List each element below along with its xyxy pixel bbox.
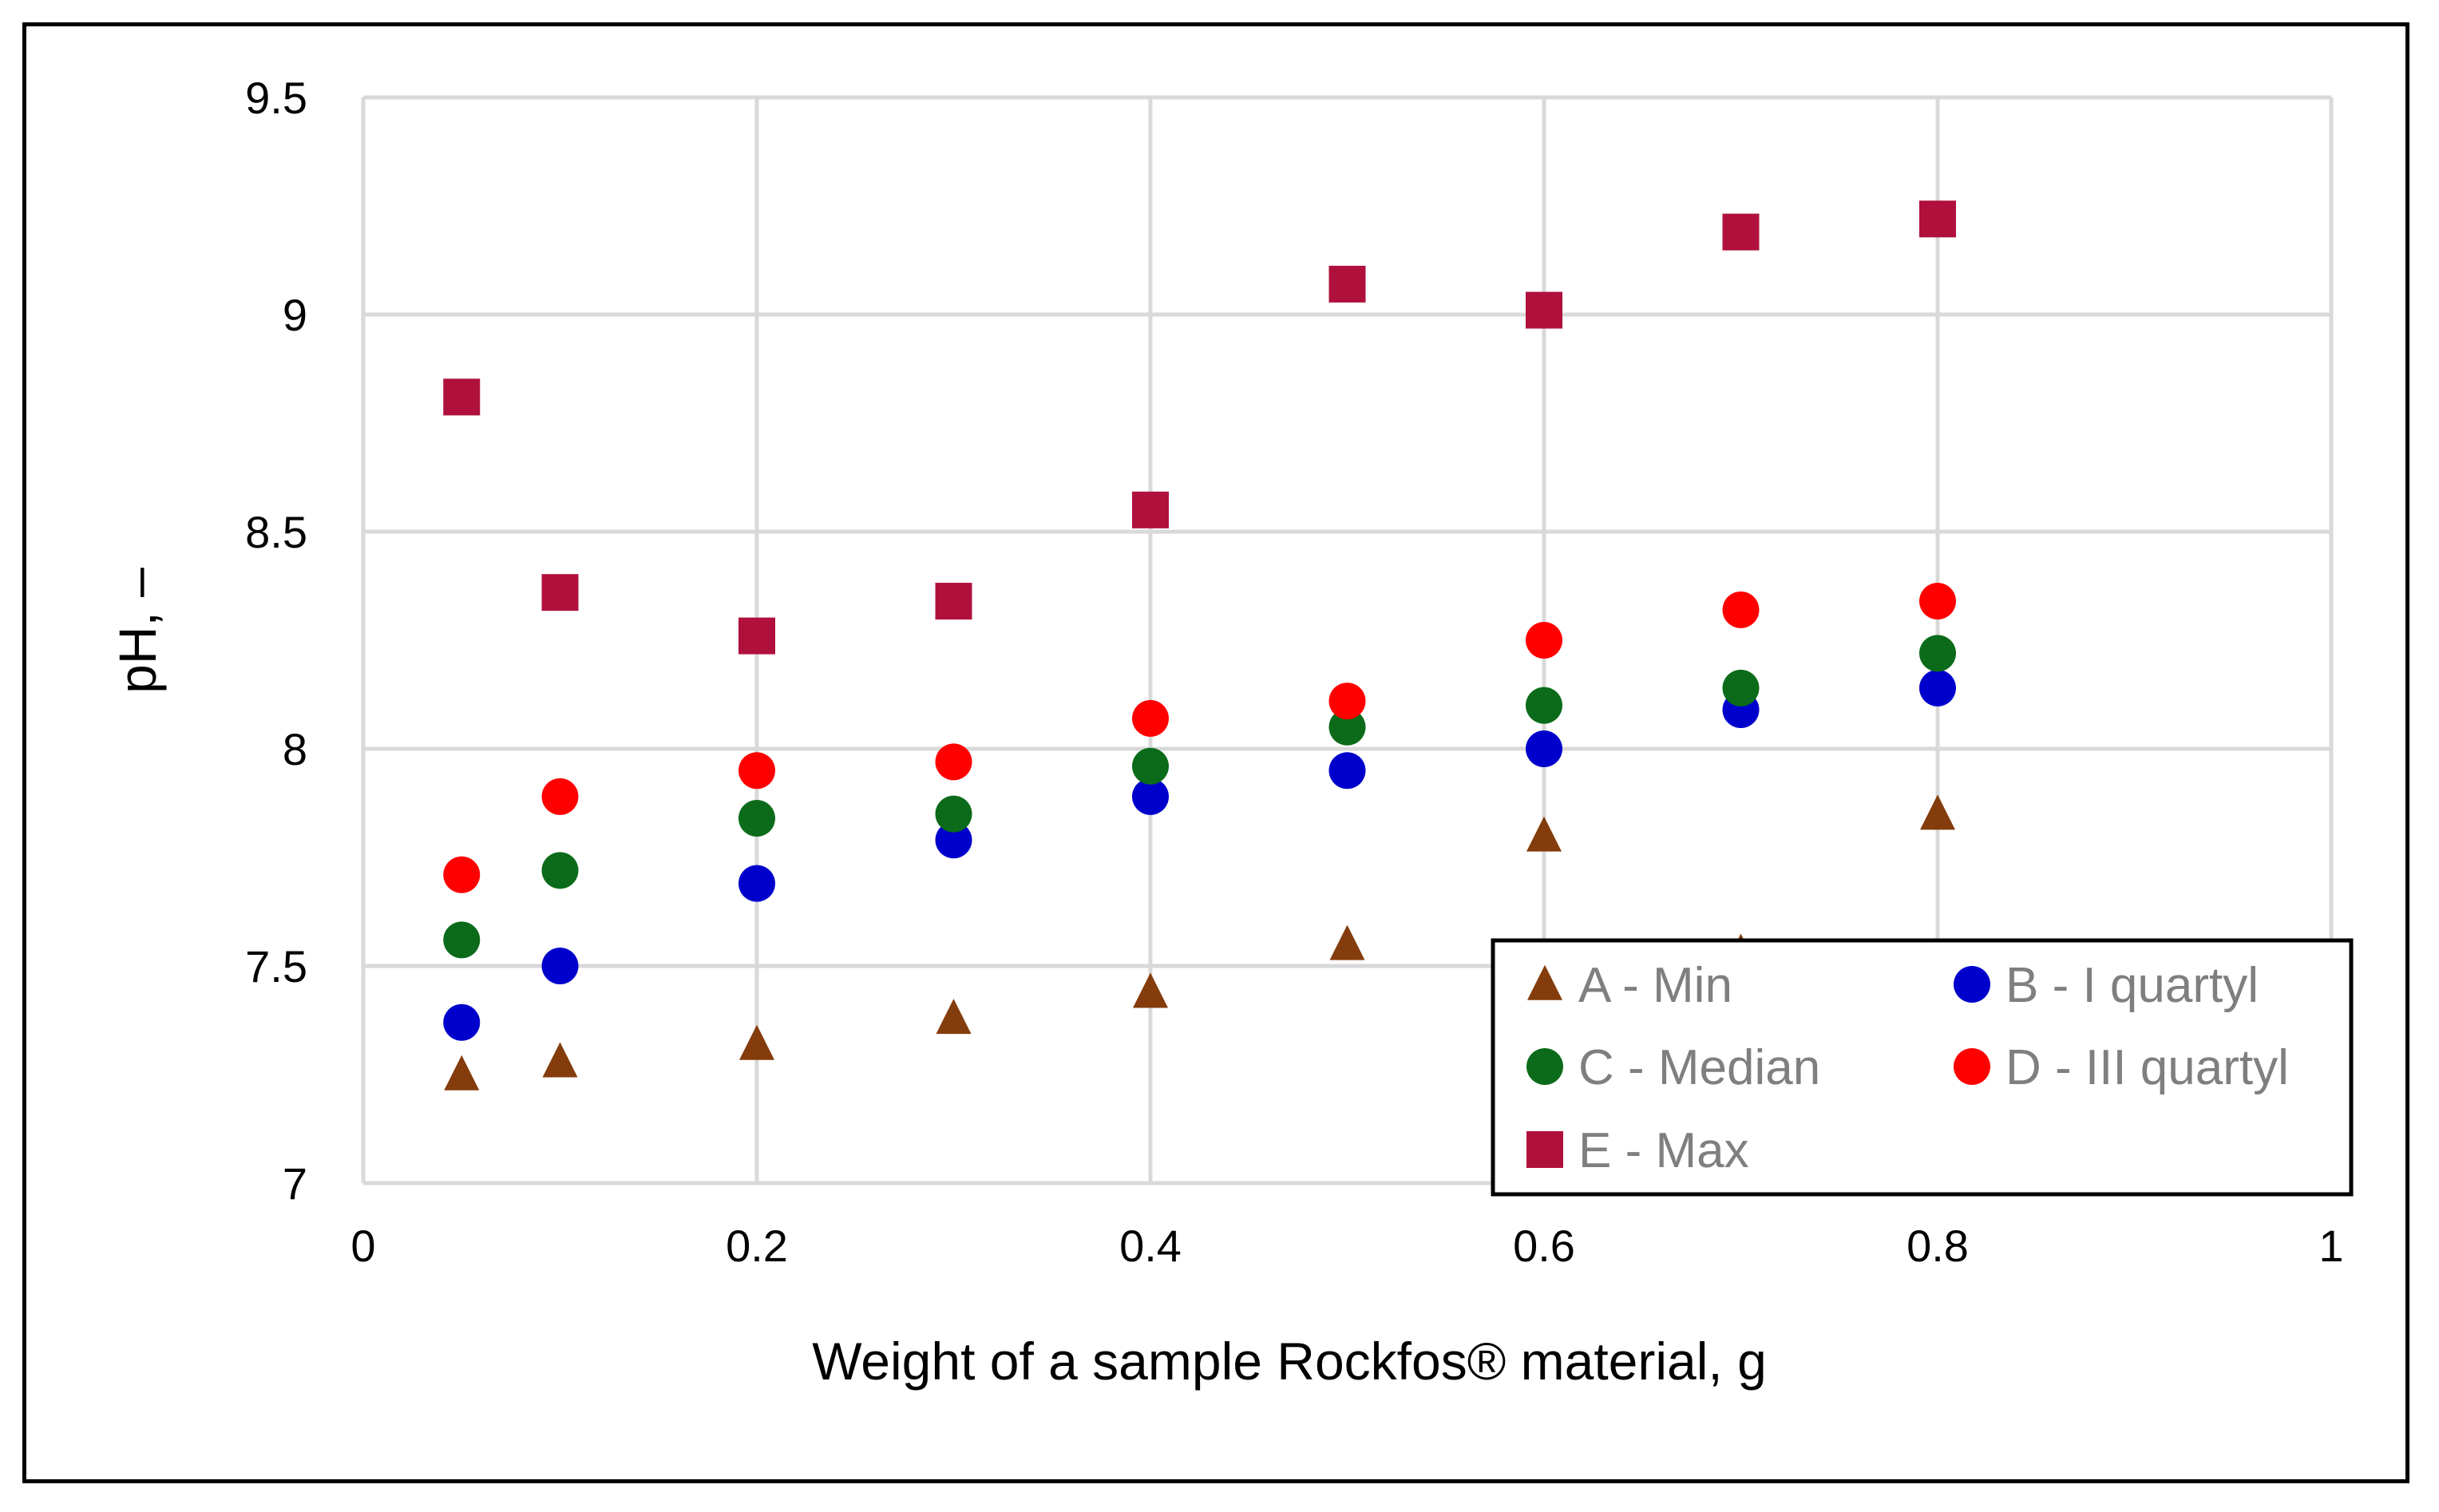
legend-label: D - III quartyl — [2005, 1040, 2289, 1095]
data-point — [738, 865, 775, 902]
series-4 — [443, 583, 1956, 893]
data-point — [443, 1003, 481, 1041]
data-point — [1919, 200, 1956, 238]
x-tick-label: 0.8 — [1906, 1221, 1969, 1271]
data-point — [1328, 683, 1366, 720]
data-point — [443, 856, 481, 893]
data-point — [739, 1024, 774, 1060]
data-point — [443, 378, 481, 416]
data-point — [738, 617, 775, 655]
data-point — [541, 948, 579, 984]
y-tick-label: 7 — [283, 1158, 307, 1209]
data-point — [1919, 669, 1956, 707]
legend-item: E - Max — [1526, 1123, 1749, 1178]
data-point — [1919, 583, 1956, 620]
data-point — [541, 852, 579, 889]
data-point — [443, 921, 481, 959]
data-point — [541, 574, 579, 612]
data-point — [1526, 730, 1562, 767]
data-point — [738, 800, 775, 837]
x-tick-label: 1 — [2318, 1221, 2343, 1271]
legend-marker — [1527, 964, 1562, 1000]
y-tick-label: 8.5 — [245, 507, 307, 557]
y-tick-label: 7.5 — [245, 941, 307, 992]
data-point — [542, 1042, 578, 1078]
data-point — [1328, 752, 1366, 790]
data-point — [1722, 669, 1760, 707]
data-point — [1526, 622, 1562, 659]
data-point — [1132, 491, 1169, 528]
data-point — [1132, 699, 1169, 737]
legend-item: A - Min — [1527, 958, 1732, 1013]
data-point — [1722, 591, 1760, 628]
data-point — [541, 778, 579, 815]
y-tick-label: 9 — [283, 290, 307, 340]
y-tick-label: 8 — [283, 724, 307, 774]
y-axis-title: pH, – — [108, 568, 167, 694]
legend-item: D - III quartyl — [1954, 1040, 2289, 1095]
legend-label: A - Min — [1578, 958, 1732, 1013]
data-point — [935, 821, 972, 859]
legend-label: C - Median — [1578, 1040, 1820, 1095]
data-point — [1133, 972, 1168, 1008]
y-tick-label: 9.5 — [245, 73, 307, 123]
data-point — [935, 743, 972, 781]
series-3 — [443, 635, 1956, 959]
data-point — [935, 795, 972, 833]
data-point — [1920, 794, 1955, 830]
x-tick-label: 0.2 — [726, 1221, 788, 1271]
data-point — [935, 583, 972, 620]
x-tick-label: 0.6 — [1513, 1221, 1575, 1271]
data-point — [1526, 291, 1562, 329]
data-point — [1526, 816, 1562, 852]
legend: A - Min B - I quartyl C - Median D - III qu… — [1491, 938, 2354, 1197]
data-point — [1722, 213, 1760, 251]
data-point — [1329, 924, 1365, 960]
series-5 — [443, 200, 1956, 655]
legend-box — [1491, 938, 2354, 1197]
chart-frame — [22, 22, 2409, 1483]
series-2 — [443, 669, 1956, 1041]
legend-marker — [1526, 1131, 1563, 1168]
data-point — [1919, 635, 1956, 672]
data-point — [1132, 747, 1169, 785]
data-point — [936, 999, 972, 1035]
legend-marker — [1526, 1048, 1563, 1085]
x-tick-label: 0 — [350, 1221, 375, 1271]
legend-item: B - I quartyl — [1954, 958, 2259, 1013]
legend-label: B - I quartyl — [2005, 958, 2259, 1013]
data-point — [1328, 265, 1366, 303]
legend-item: C - Median — [1526, 1040, 1820, 1095]
legend-marker — [1954, 1048, 1990, 1085]
data-point — [1526, 687, 1562, 724]
legend-label: E - Max — [1578, 1123, 1749, 1178]
data-point — [444, 1055, 480, 1090]
data-point — [738, 752, 775, 790]
x-axis-title: Weight of a sample Rockfos® material, g — [812, 1332, 1767, 1391]
axes: 0 0.2 0.4 0.6 0.8 1 7 7.5 8 8.5 9 9.5 — [245, 73, 2343, 1271]
data-point — [1132, 778, 1169, 815]
x-tick-label: 0.4 — [1119, 1221, 1182, 1271]
legend-marker — [1954, 966, 1990, 1003]
data-point — [1328, 708, 1366, 746]
